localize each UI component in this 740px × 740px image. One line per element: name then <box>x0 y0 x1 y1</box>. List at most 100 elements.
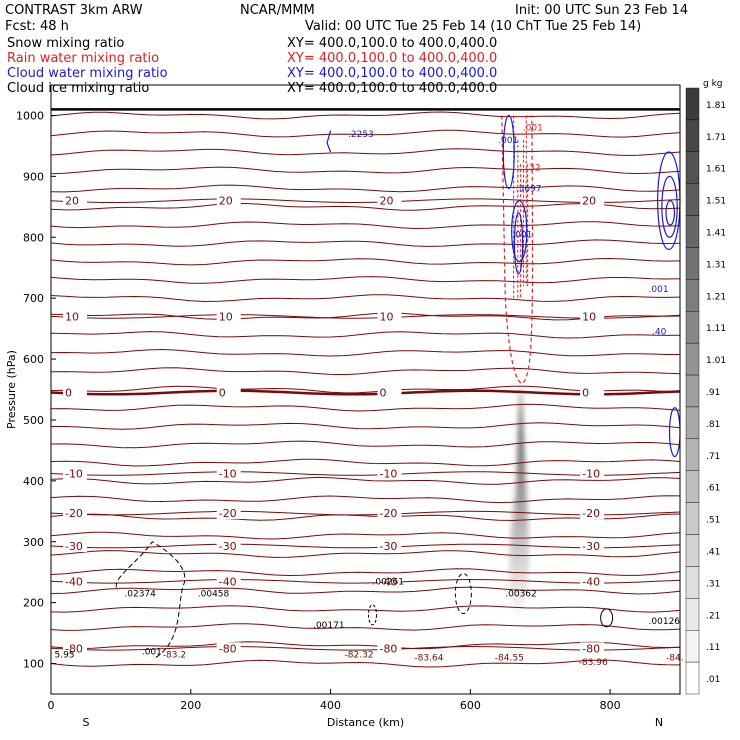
colorbar-label: 1.21 <box>706 292 726 302</box>
colorbar-label: 1.11 <box>706 324 726 334</box>
isotherm-line <box>50 605 681 613</box>
isotherm-line <box>50 166 681 175</box>
isotherm-label: -40 <box>582 575 600 588</box>
isotherm-labeled-line <box>50 471 681 476</box>
colorbar-cell <box>685 534 700 567</box>
rain-water-contour <box>501 115 534 385</box>
isotherm-line <box>50 257 681 266</box>
isotherm-line <box>50 203 681 211</box>
isotherm-label: -30 <box>379 540 397 553</box>
colorbar-label: 1.81 <box>706 101 726 111</box>
cloud-water-contour <box>326 130 332 153</box>
colorbar-cell <box>685 374 700 408</box>
label-bg <box>62 575 87 588</box>
colorbar-cell <box>685 119 700 152</box>
isotherm-line <box>50 331 681 339</box>
label-bg <box>216 467 241 480</box>
extremum-label: .40 <box>652 328 667 338</box>
isotherm-label: -20 <box>582 507 600 520</box>
isotherm-labeled-line <box>50 510 681 516</box>
rain-water-contour <box>517 139 524 299</box>
label-bg <box>62 310 87 323</box>
colorbar-cell <box>685 598 700 631</box>
colorbar-label: .41 <box>706 547 720 557</box>
isotherm-line <box>50 476 681 485</box>
isotherm-label: 10 <box>219 310 233 323</box>
label-bg <box>377 575 402 588</box>
colorbar-cell <box>685 630 700 663</box>
label-bg <box>62 467 87 480</box>
isotherm-label: 10 <box>379 310 393 323</box>
init-time: Init: 00 UTC Sun 23 Feb 14 <box>515 3 688 18</box>
isotherm-label: -80 <box>219 642 237 655</box>
cloud-ice-contour <box>367 604 377 626</box>
isotherm-line <box>50 403 681 412</box>
label-bg <box>580 386 605 399</box>
x-tick-label: 800 <box>600 699 621 712</box>
label-bg <box>62 642 87 655</box>
legend-label: Cloud water mixing ratio <box>7 66 168 81</box>
colorbar-label: 1.41 <box>706 229 726 239</box>
colorbar-label: .31 <box>706 579 720 589</box>
colorbar-label: 1.71 <box>706 133 726 143</box>
org-label: NCAR/MMM <box>240 3 315 18</box>
label-bg <box>216 642 241 655</box>
isotherm-line <box>50 385 681 394</box>
isotherm-line <box>50 641 681 650</box>
isotherm-label: -40 <box>379 575 397 588</box>
label-bg <box>580 507 605 520</box>
colorbar-cell <box>685 502 700 535</box>
isotherm-label: 0 <box>65 387 72 400</box>
colorbar-label: 1.01 <box>706 356 726 366</box>
isotherm-line <box>50 550 681 558</box>
label-bg <box>377 310 402 323</box>
y-tick-label: 100 <box>23 658 44 671</box>
colorbar-label: 1.61 <box>706 165 726 175</box>
colorbar-cell <box>685 438 700 471</box>
cloud-water-contour <box>661 175 678 238</box>
isotherm-labeled-line <box>50 314 681 319</box>
legend-xy: XY= 400.0,100.0 to 400.0,400.0 <box>287 66 497 81</box>
label-bg <box>216 386 241 399</box>
isotherm-label: -40 <box>65 575 83 588</box>
colorbar-label: .11 <box>706 643 720 653</box>
isotherm-line <box>50 440 681 449</box>
isotherm-line <box>50 276 681 284</box>
legend-label: Cloud ice mixing ratio <box>7 81 149 96</box>
isotherm-line <box>51 422 681 430</box>
colorbar-label: .91 <box>706 388 720 398</box>
isotherm-label: 10 <box>582 310 596 323</box>
colorbar-cell <box>685 215 700 248</box>
isotherm-line <box>50 367 681 376</box>
label-bg <box>580 310 605 323</box>
isotherm-label: -30 <box>582 540 600 553</box>
extremum-label: .001 <box>523 124 543 134</box>
extremum-label: .001 <box>649 285 669 295</box>
isotherm-label: -10 <box>379 468 397 481</box>
extremum-label: .001 <box>498 136 518 146</box>
y-tick-label: 200 <box>23 597 44 610</box>
extremum-label: .00126 <box>649 617 681 627</box>
label-bg <box>216 540 241 553</box>
isotherm-label: 20 <box>582 195 596 208</box>
colorbar-cell <box>685 661 700 695</box>
isotherm-line <box>50 148 681 156</box>
isotherm-label: -20 <box>65 507 83 520</box>
label-bg <box>377 386 402 399</box>
isotherm-line <box>50 312 681 321</box>
isotherm-label: -20 <box>219 507 237 520</box>
colorbar-cell <box>685 311 700 344</box>
colorbar: 1.81 1.71 1.61 1.51 1.41 1.31 1.21 1.11 1.01 .91.… <box>685 79 726 695</box>
isotherm-line <box>50 294 681 303</box>
isotherm-label: 0 <box>219 387 226 400</box>
isotherm-label: -10 <box>219 468 237 481</box>
isotherm-labeled-line <box>50 389 681 396</box>
cloud-water-contour <box>668 407 681 458</box>
isotherm-line <box>50 239 681 247</box>
isotherm-labeled-line <box>50 578 681 584</box>
isotherm-label: 0 <box>582 387 589 400</box>
label-bg <box>62 540 87 553</box>
cloud-water-contour <box>502 114 515 190</box>
extremum-label: .3697 <box>516 185 542 195</box>
